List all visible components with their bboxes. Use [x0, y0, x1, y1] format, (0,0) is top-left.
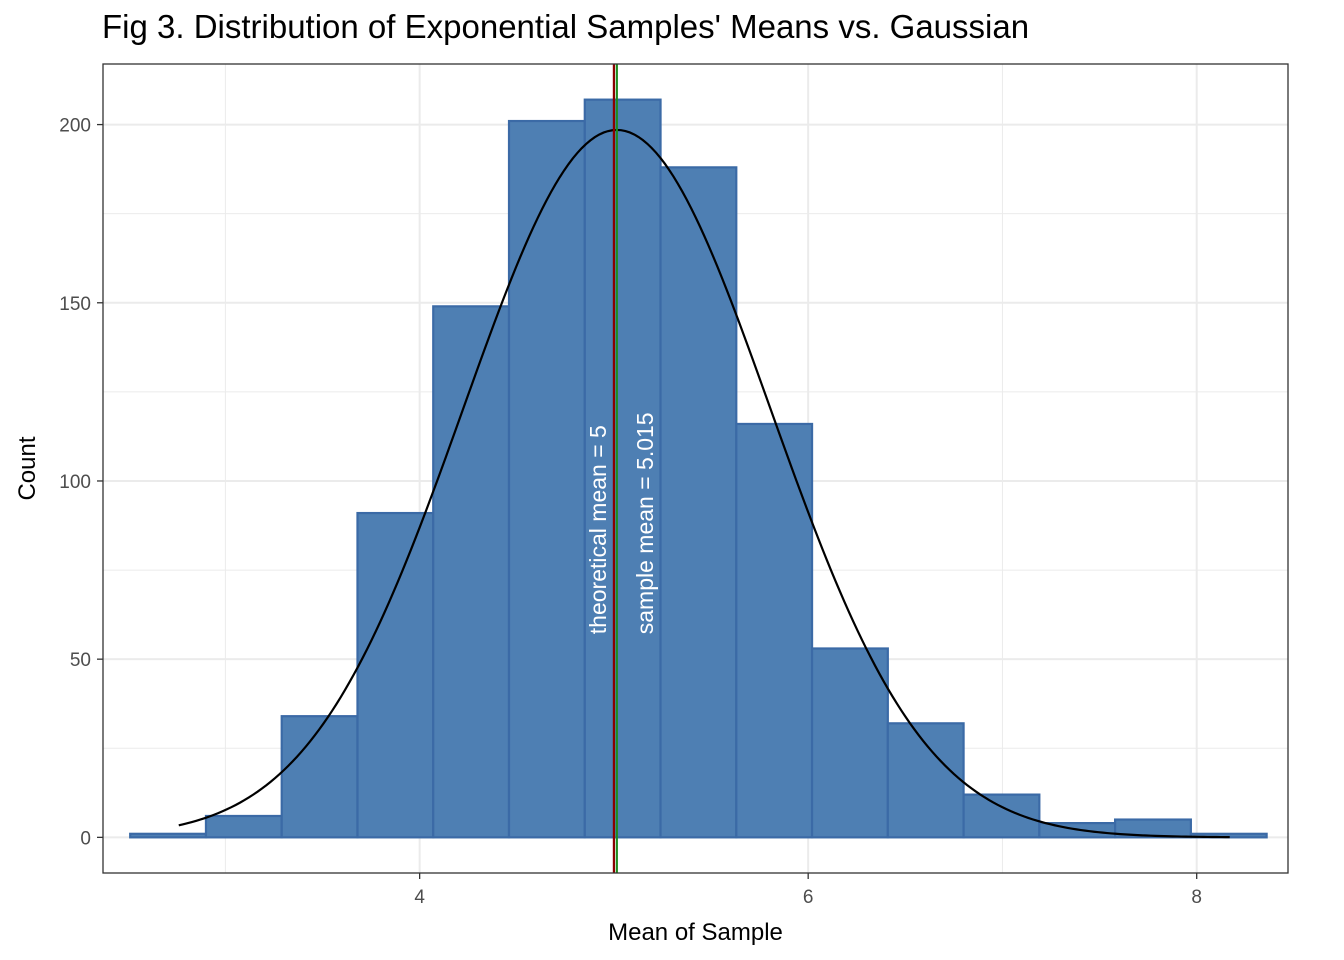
histogram-bar: [659, 166, 738, 839]
histogram-bar: [507, 119, 586, 839]
histogram-bar: [735, 422, 814, 839]
histogram-bar: [280, 715, 359, 839]
histogram-bar: [204, 814, 283, 839]
x-tick-label: 4: [414, 887, 425, 908]
x-tick-label: 6: [803, 887, 814, 908]
mean-lines: [612, 64, 618, 873]
x-tick-label: 8: [1191, 887, 1202, 908]
histogram-bar: [356, 511, 435, 839]
histogram-bar: [810, 647, 889, 839]
histogram-bar: [129, 832, 208, 839]
histogram-bars: [129, 98, 1268, 839]
histogram-bar: [962, 793, 1041, 839]
gaussian-curve-layer: [178, 128, 1230, 839]
mean-annotations: theoretical mean = 5 sample mean = 5.015: [585, 412, 658, 634]
chart-title: Fig 3. Distribution of Exponential Sampl…: [102, 8, 1030, 45]
x-axis-title: Mean of Sample: [608, 919, 783, 946]
y-axis-title: Count: [14, 436, 41, 500]
histogram-bar: [886, 722, 965, 839]
y-tick-label: 50: [70, 650, 91, 671]
gaussian-curve: [178, 128, 1230, 839]
histogram-bar: [583, 98, 662, 839]
histogram-bar: [1114, 818, 1192, 839]
sample-mean-label: sample mean = 5.015: [632, 412, 658, 634]
y-tick-label: 100: [59, 472, 91, 493]
axes: 4 6 8 0 50 100 150 200: [59, 116, 1202, 908]
y-tick-label: 200: [59, 116, 91, 137]
y-tick-label: 150: [59, 294, 91, 315]
plot-panel-border: [102, 63, 1289, 874]
y-tick-label: 0: [80, 828, 91, 849]
theoretical-mean-label: theoretical mean = 5: [585, 425, 611, 634]
